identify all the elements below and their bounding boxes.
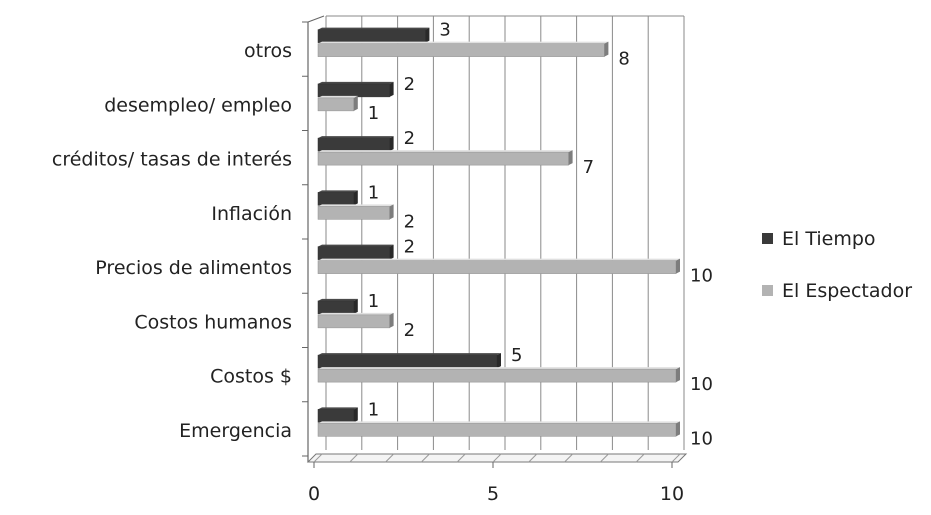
data-label: 10 [690, 266, 713, 287]
category-label: otros [244, 40, 292, 62]
data-label: 1 [368, 291, 379, 312]
x-tick-label: 0 [308, 483, 320, 505]
data-label: 1 [368, 103, 379, 124]
data-label: 5 [511, 345, 522, 366]
floor-hatch [456, 453, 466, 463]
data-label: 10 [690, 428, 713, 449]
data-label: 2 [404, 74, 415, 95]
legend-label: El Tiempo [782, 228, 876, 250]
bar-el-espectador [317, 95, 358, 112]
bar-el-tiempo [317, 27, 430, 43]
category-label: Costos humanos [134, 311, 292, 333]
bar-group [317, 27, 680, 437]
floor-hatch [349, 453, 359, 463]
category-label: Costos $ [210, 366, 292, 388]
floor-hatch [492, 453, 502, 463]
data-label: 7 [583, 157, 594, 178]
floor-hatch [528, 453, 538, 463]
data-label: 1 [368, 182, 379, 203]
floor-hatch [313, 453, 323, 463]
bar-el-espectador [317, 204, 394, 220]
data-label: 2 [404, 237, 415, 258]
plot-area [302, 15, 688, 468]
legend-swatch [762, 285, 773, 296]
data-label: 2 [404, 211, 415, 232]
bar-el-tiempo [317, 136, 394, 152]
floor-hatch [385, 453, 394, 463]
category-label: desempleo/ empleo [104, 94, 292, 116]
data-label: 3 [439, 20, 450, 41]
data-label: 2 [404, 128, 415, 149]
bar-el-tiempo [317, 244, 394, 260]
category-label: Precios de alimentos [95, 257, 292, 279]
data-label: 10 [690, 374, 713, 395]
floor-hatch [421, 453, 430, 463]
label-group: 0 5 10 otros 3 8 desempleo/ empleo 2 1 créditos/ … [52, 20, 713, 505]
bar-el-espectador [317, 258, 680, 274]
bar-el-tiempo [317, 81, 394, 98]
bar-el-tiempo [317, 407, 358, 423]
category-label: Inflación [211, 203, 292, 225]
bar-el-espectador [317, 312, 394, 329]
data-label: 1 [368, 399, 379, 420]
bar-el-espectador [317, 367, 680, 383]
bar-el-espectador [317, 421, 680, 437]
floor-hatch [564, 453, 573, 463]
floor-hatch [635, 453, 645, 463]
category-label: créditos/ tasas de interés [52, 149, 292, 171]
floor-hatch [671, 453, 681, 463]
bar-el-tiempo [317, 298, 358, 315]
bar-el-tiempo [317, 190, 358, 206]
data-label: 2 [404, 320, 415, 341]
x-tick-label: 5 [487, 483, 499, 505]
legend: El Tiempo El Espectador [762, 228, 912, 302]
data-label: 8 [618, 49, 629, 70]
bar-el-espectador [317, 150, 573, 166]
x-tick-label: 10 [660, 483, 684, 505]
legend-swatch [762, 233, 773, 244]
floor-hatch [600, 453, 609, 463]
legend-label: El Espectador [782, 280, 912, 302]
bar-el-espectador [317, 41, 609, 57]
y-axis-depth [307, 15, 325, 23]
category-label: Emergencia [179, 420, 292, 442]
bar-el-tiempo [317, 353, 501, 369]
